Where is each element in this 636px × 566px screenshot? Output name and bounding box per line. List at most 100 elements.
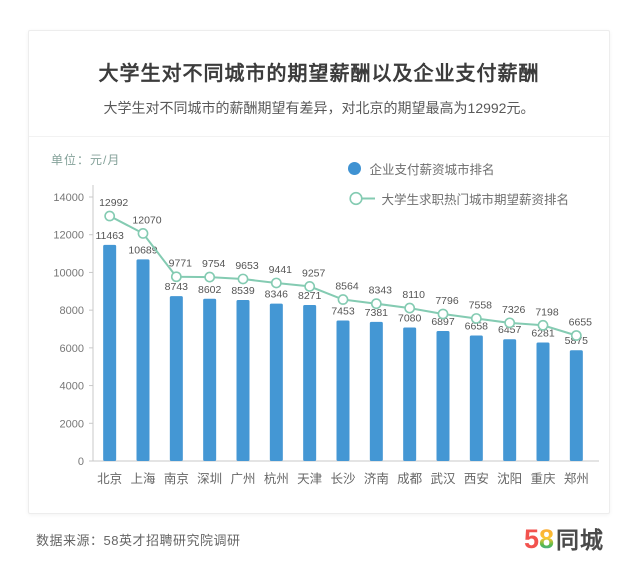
x-category-label: 郑州 xyxy=(564,471,589,486)
line-point[interactable] xyxy=(437,308,449,320)
bar-value-label: 5875 xyxy=(565,335,589,347)
bar[interactable] xyxy=(369,321,383,461)
line-point[interactable] xyxy=(104,210,116,222)
chart-title: 大学生对不同城市的期望薪酬以及企业支付薪酬 xyxy=(98,63,540,85)
data-source: 数据来源：58英才招聘研究院调研 xyxy=(36,533,241,548)
y-tick-label: 0 xyxy=(78,456,84,468)
bar[interactable] xyxy=(403,327,417,461)
bar-value-label: 6457 xyxy=(498,324,522,336)
y-tick-label: 6000 xyxy=(60,343,84,355)
line-value-label: 8564 xyxy=(335,281,359,293)
bar[interactable] xyxy=(269,303,283,461)
unit-label: 单位：元/月 xyxy=(51,153,121,167)
bar-value-label: 8602 xyxy=(198,284,222,296)
x-category-label: 武汉 xyxy=(430,472,456,486)
salary-chart: 0 2000 4000 6000 8000 10000 12000 14000 11463 106… xyxy=(53,185,599,486)
line-value-label: 6655 xyxy=(569,317,593,329)
line-point[interactable] xyxy=(170,271,182,283)
chart-section: 单位：元/月 企业支付薪资城市排名 大学生求职热门城市期望薪资排名 0 2000 4… xyxy=(29,137,609,513)
bar[interactable] xyxy=(169,296,183,461)
line-point[interactable] xyxy=(370,298,382,310)
line-value-label: 7326 xyxy=(502,304,526,316)
line-value-label: 9653 xyxy=(235,260,259,272)
line-series-marker-icon xyxy=(349,191,376,206)
bar-value-label: 8539 xyxy=(231,285,255,297)
y-tick-label: 4000 xyxy=(60,381,84,393)
x-category-label: 广州 xyxy=(230,472,255,486)
bar-value-label: 6281 xyxy=(531,328,555,340)
line-point[interactable] xyxy=(137,227,149,239)
chart-card: 大学生对不同城市的期望薪酬以及企业支付薪酬 大学生对不同城市的薪酬期望有差异，对… xyxy=(28,30,610,514)
bar-value-label: 10689 xyxy=(128,244,157,256)
bar[interactable] xyxy=(436,330,450,461)
bar[interactable] xyxy=(469,335,483,461)
legend-item-line-series[interactable]: 大学生求职热门城市期望薪资排名 xyxy=(348,189,569,208)
y-tick-label: 2000 xyxy=(60,418,84,430)
bar[interactable] xyxy=(236,299,250,461)
bar[interactable] xyxy=(569,350,583,461)
bar-value-label: 8346 xyxy=(265,289,289,301)
bar[interactable] xyxy=(336,320,350,461)
line-point[interactable] xyxy=(537,319,549,331)
line-value-label: 8110 xyxy=(402,289,425,301)
x-category-label: 杭州 xyxy=(264,471,289,486)
line-value-label: 9771 xyxy=(169,258,193,270)
chart-legend: 企业支付薪资城市排名 大学生求职热门城市期望薪资排名 xyxy=(348,159,569,219)
logo-8: 8 xyxy=(538,524,554,554)
logo-tongcheng: 同城 xyxy=(556,527,604,553)
x-category-label: 重庆 xyxy=(530,471,556,486)
x-category-label: 深圳 xyxy=(197,472,222,486)
line-value-label: 9754 xyxy=(202,258,226,270)
line-value-label: 7558 xyxy=(469,299,493,311)
bar-value-label: 11463 xyxy=(95,230,124,242)
bar-value-label: 7080 xyxy=(398,312,422,324)
line-point[interactable] xyxy=(204,271,216,283)
line-value-label: 8343 xyxy=(369,285,393,297)
line-value-label: 7198 xyxy=(535,306,559,318)
line-point[interactable] xyxy=(570,330,582,341)
bar-value-label: 7453 xyxy=(331,305,355,317)
y-tick-label: 10000 xyxy=(53,267,84,279)
line-point[interactable] xyxy=(270,277,282,289)
line-point[interactable] xyxy=(470,313,482,324)
line-value-label: 12992 xyxy=(99,197,128,209)
line-value-label: 7796 xyxy=(435,295,459,307)
bar-value-label: 6897 xyxy=(431,316,455,328)
x-category-label: 北京 xyxy=(97,472,122,486)
x-category-label: 济南 xyxy=(364,471,389,486)
x-category-label: 上海 xyxy=(130,471,156,486)
line-point[interactable] xyxy=(304,281,316,292)
x-category-label: 长沙 xyxy=(330,472,356,486)
x-category-label: 天津 xyxy=(297,472,322,486)
logo-58tongcheng[interactable]: 5 8 同城 xyxy=(524,526,604,553)
chart-subtitle: 大学生对不同城市的薪酬期望有差异，对北京的期望最高为12992元。 xyxy=(103,100,535,116)
x-category-label: 沈阳 xyxy=(497,471,522,486)
line-value-label: 9441 xyxy=(269,264,293,276)
bar-value-label: 6658 xyxy=(465,320,489,332)
bar[interactable] xyxy=(136,259,150,461)
line-point[interactable] xyxy=(337,294,349,305)
legend-item-bar-series[interactable]: 企业支付薪资城市排名 xyxy=(348,159,569,178)
logo-5: 5 xyxy=(523,524,539,554)
y-tick-label: 12000 xyxy=(53,230,84,242)
bar-series-dot-icon xyxy=(348,162,362,175)
bar-value-label: 8743 xyxy=(165,281,189,293)
bar[interactable] xyxy=(303,305,317,461)
line-value-label: 9257 xyxy=(302,267,326,279)
chart-header: 大学生对不同城市的期望薪酬以及企业支付薪酬 大学生对不同城市的薪酬期望有差异，对… xyxy=(29,31,609,137)
x-category-label: 南京 xyxy=(164,471,189,486)
bar[interactable] xyxy=(203,298,217,461)
y-tick-label: 8000 xyxy=(60,305,84,317)
x-category-label: 成都 xyxy=(397,472,423,486)
line-point[interactable] xyxy=(237,273,249,285)
line-series-label: 大学生求职热门城市期望薪资排名 xyxy=(381,193,569,207)
bar[interactable] xyxy=(103,244,117,461)
line-point[interactable] xyxy=(404,302,416,314)
bar[interactable] xyxy=(503,339,517,461)
y-tick-label: 14000 xyxy=(53,192,84,204)
line-point[interactable] xyxy=(504,317,516,329)
bar[interactable] xyxy=(536,342,550,461)
footer: 数据来源：58英才招聘研究院调研 5 8 同城 xyxy=(28,524,610,553)
bar-value-label: 8271 xyxy=(298,290,322,302)
bar-value-label: 7381 xyxy=(365,307,389,319)
